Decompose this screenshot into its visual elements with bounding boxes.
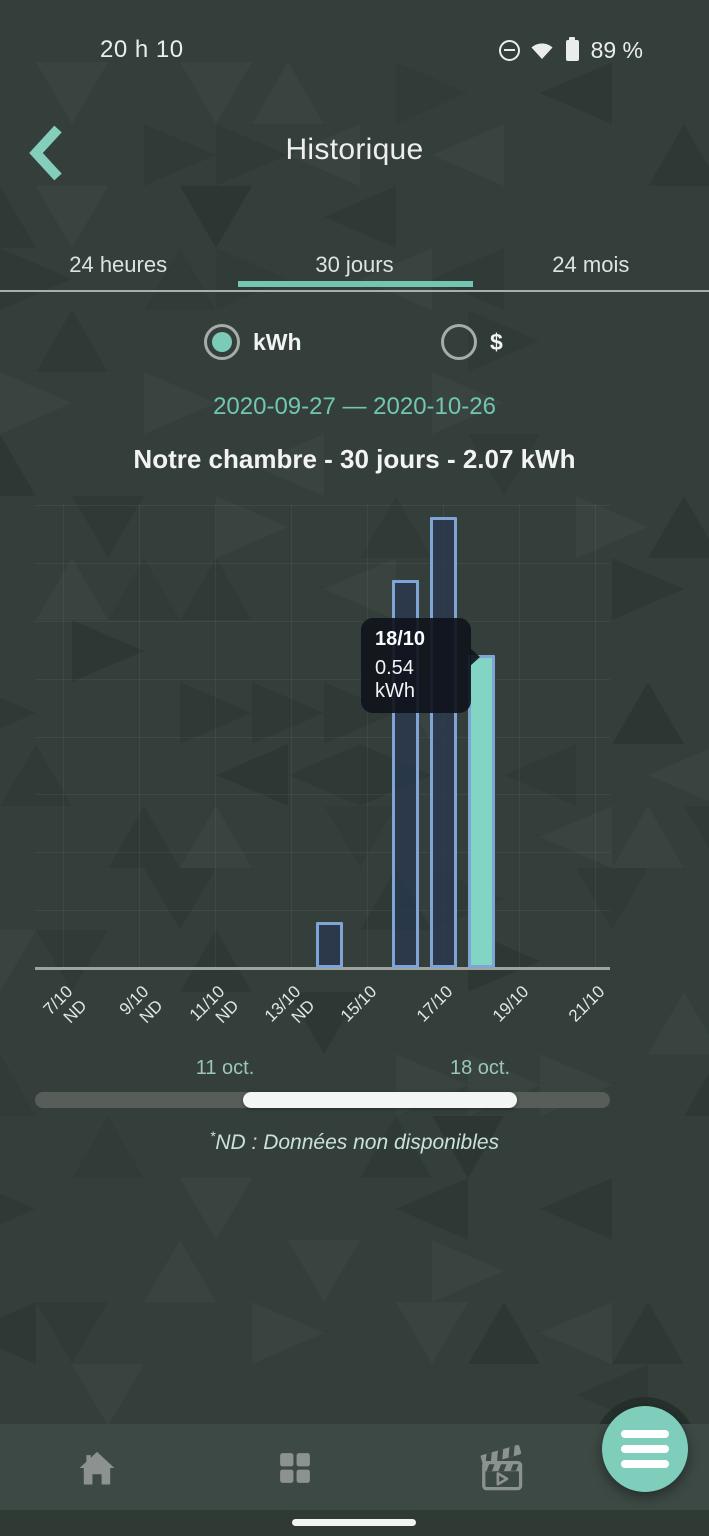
radio-selected-icon xyxy=(204,324,240,360)
x-axis-line xyxy=(35,967,610,970)
gridline-vertical xyxy=(367,505,368,968)
gridline-horizontal xyxy=(35,505,610,506)
radio-option-kwh[interactable]: kWh xyxy=(204,324,302,360)
page-title: Historique xyxy=(285,133,424,166)
gridline-horizontal xyxy=(35,563,610,564)
grid-icon xyxy=(280,1453,310,1483)
radio-label-dollar: $ xyxy=(490,328,503,355)
chart-title: Notre chambre - 30 jours - 2.07 kWh xyxy=(133,444,576,474)
slider-left-date: 11 oct. xyxy=(195,1057,255,1079)
chart-tooltip: 18/10 0.54 kWh xyxy=(361,618,480,713)
status-bar: 20 h 10 89 % xyxy=(0,0,709,75)
active-tab-indicator xyxy=(238,281,473,287)
wifi-icon xyxy=(531,43,553,59)
nav-apps-button[interactable] xyxy=(267,1442,323,1494)
tooltip-pointer xyxy=(470,648,480,666)
gridline-horizontal xyxy=(35,852,610,853)
nav-home-button[interactable] xyxy=(69,1442,125,1494)
gridline-vertical xyxy=(291,505,292,968)
bar-17-10[interactable] xyxy=(430,517,457,968)
date-range: 2020-09-27 — 2020-10-26 xyxy=(213,393,496,420)
gridline-vertical xyxy=(63,505,64,968)
gridline-vertical xyxy=(139,505,140,968)
gridline-vertical xyxy=(215,505,216,968)
tab-30-jours[interactable]: 30 jours xyxy=(315,252,394,277)
status-icons: 89 % xyxy=(498,36,643,64)
home-icon xyxy=(79,1451,115,1485)
footnote-text: ND : Données non disponibles xyxy=(215,1131,500,1154)
home-indicator[interactable] xyxy=(292,1519,416,1526)
nav-scenes-button[interactable] xyxy=(472,1442,528,1494)
tab-bar: 24 heures 30 jours 24 mois xyxy=(0,246,709,292)
bar-chart: 18/10 0.54 kWh 7/10 ND 9/10 ND 11/10 ND 13/… xyxy=(35,505,610,1027)
footnote-asterisk: * xyxy=(209,1128,216,1144)
radio-unselected-icon xyxy=(441,324,477,360)
battery-icon xyxy=(565,36,579,61)
unit-toggle: kWh $ xyxy=(0,324,709,366)
gridline-horizontal xyxy=(35,737,610,738)
gridline-horizontal xyxy=(35,679,610,680)
slider-right-date: 18 oct. xyxy=(449,1057,511,1079)
gridline-horizontal xyxy=(35,621,610,622)
chevron-left-icon xyxy=(29,125,62,181)
radio-option-dollar[interactable]: $ xyxy=(441,324,503,360)
tooltip-date: 18/10 xyxy=(375,628,426,650)
tab-24-heures[interactable]: 24 heures xyxy=(69,252,168,277)
gridline-vertical xyxy=(595,505,596,968)
tooltip-value: 0.54 kWh xyxy=(375,657,415,702)
bar-18-10[interactable] xyxy=(468,655,495,968)
gridline-horizontal xyxy=(35,910,610,911)
hamburger-icon xyxy=(621,1430,669,1468)
range-slider-selection[interactable] xyxy=(243,1092,517,1108)
do-not-disturb-icon xyxy=(498,39,520,61)
tabs-divider xyxy=(0,290,709,292)
menu-fab-button[interactable] xyxy=(602,1406,688,1492)
bottom-nav-bar xyxy=(0,1424,709,1510)
nd-footnote: *ND : Données non disponibles xyxy=(0,1128,709,1155)
tab-24-mois[interactable]: 24 mois xyxy=(552,252,630,277)
bar-14-10[interactable] xyxy=(316,922,343,968)
gridline-vertical xyxy=(519,505,520,968)
gridline-horizontal xyxy=(35,794,610,795)
radio-label-kwh: kWh xyxy=(253,328,302,355)
clock: 20 h 10 xyxy=(100,36,184,63)
back-button[interactable] xyxy=(24,120,72,186)
battery-percent: 89 % xyxy=(590,36,643,63)
range-slider-track[interactable] xyxy=(35,1092,610,1108)
clapperboard-icon xyxy=(480,1444,523,1491)
